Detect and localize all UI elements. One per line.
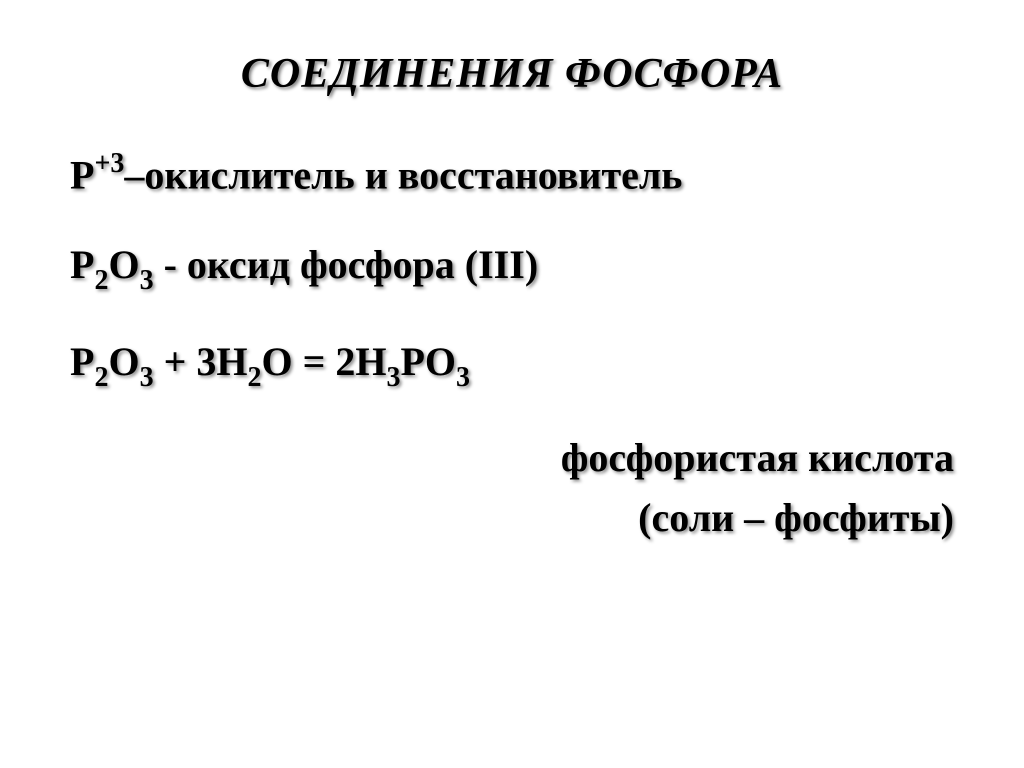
charge-sup: +3 [94, 148, 124, 179]
eq-sub4: 3 [387, 362, 401, 393]
sub-3a: 3 [140, 265, 154, 296]
eq-h3po3: O = 2H [261, 339, 386, 384]
eq-sub1: 2 [94, 362, 108, 393]
formula-o: O [108, 242, 139, 287]
eq-p2o3-o: O [108, 339, 139, 384]
eq-po3: PO [401, 339, 457, 384]
eq-h2o: + 3H [154, 339, 248, 384]
sub-2a: 2 [94, 265, 108, 296]
slide-title: СОЕДИНЕНИЯ ФОСФОРА [70, 50, 954, 98]
element-p: P [70, 152, 94, 197]
oxidizer-reducer-line: P+3–окислитель и восстановитель [70, 148, 954, 201]
oxidizer-text: –окислитель и восстановитель [124, 152, 682, 197]
salts-name-line: (соли – фосфиты) [70, 492, 954, 544]
eq-sub5: 3 [456, 362, 470, 393]
eq-sub2: 3 [140, 362, 154, 393]
oxide-name: - оксид фосфора (III) [154, 242, 539, 287]
eq-sub3: 2 [247, 362, 261, 393]
eq-p2o3-p: P [70, 339, 94, 384]
formula-p: P [70, 242, 94, 287]
acid-name-line: фосфористая кислота [70, 432, 954, 484]
reaction-equation-line: P2O3 + 3H2O = 2H3PO3 [70, 336, 954, 394]
oxide-formula-line: P2O3 - оксид фосфора (III) [70, 239, 954, 297]
